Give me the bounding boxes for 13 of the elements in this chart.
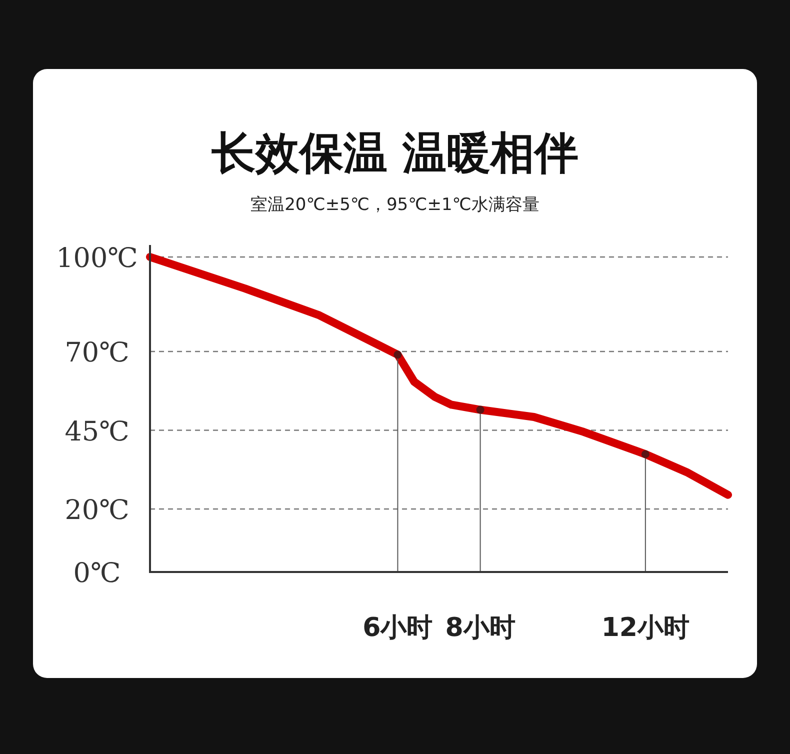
y-tick-label: 20℃ — [64, 495, 130, 526]
y-tick-label: 70℃ — [64, 338, 130, 368]
point — [394, 350, 402, 359]
y-tick-label: 100℃ — [56, 243, 138, 274]
y-tick-label: 0℃ — [73, 558, 121, 589]
x-tick-label: 8小时 — [445, 613, 516, 643]
x-tick-label: 6小时 — [362, 613, 433, 643]
x-tick-label: 12小时 — [601, 613, 690, 643]
point — [641, 450, 650, 458]
chart-subtitle: 室温20℃±5℃，95℃±1℃水满容量 — [250, 195, 540, 215]
y-tick-label: 45℃ — [64, 416, 130, 448]
point — [476, 406, 484, 414]
chart-title: 长效保温 温暖相伴 — [211, 128, 579, 179]
